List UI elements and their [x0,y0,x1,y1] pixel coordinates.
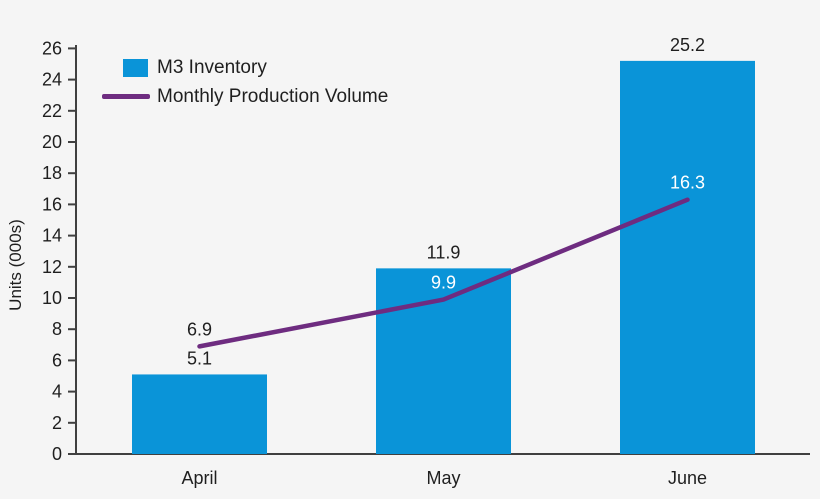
y-tick-label-0: 0 [52,444,62,464]
y-tick-label-24: 24 [42,70,62,90]
y-tick-label-6: 6 [52,350,62,370]
y-tick-label-18: 18 [42,163,62,183]
line-legend-swatch [102,94,150,99]
y-tick-label-14: 14 [42,226,62,246]
y-tick-label-2: 2 [52,413,62,433]
x-tick-label-april: April [181,468,217,488]
bar-may [376,268,511,454]
production-line [197,197,690,349]
y-axis-title: Units (000s) [6,219,25,311]
bar-legend-swatch [123,59,148,77]
bar-june [620,60,755,454]
y-tick-label-26: 26 [42,38,62,58]
line-label-june: 16.3 [670,173,705,193]
y-tick-label-16: 16 [42,194,62,214]
y-tick-label-10: 10 [42,288,62,308]
bar-label-june: 25.2 [670,35,705,55]
bar-label-april: 5.1 [187,348,212,368]
line-label-may: 9.9 [431,273,456,293]
bar-label-may: 11.9 [427,242,461,262]
y-tick-label-12: 12 [42,257,62,277]
y-tick-label-20: 20 [42,132,62,152]
bar-legend-label: M3 Inventory [157,57,267,78]
y-tick-label-22: 22 [42,101,62,121]
bar-april [132,374,267,454]
y-tick-label-8: 8 [52,319,62,339]
x-tick-label-may: May [426,468,460,488]
line-legend-label: Monthly Production Volume [157,86,389,107]
y-tick-label-4: 4 [52,382,62,402]
x-tick-label-june: June [668,468,707,488]
line-label-april: 6.9 [187,319,212,339]
